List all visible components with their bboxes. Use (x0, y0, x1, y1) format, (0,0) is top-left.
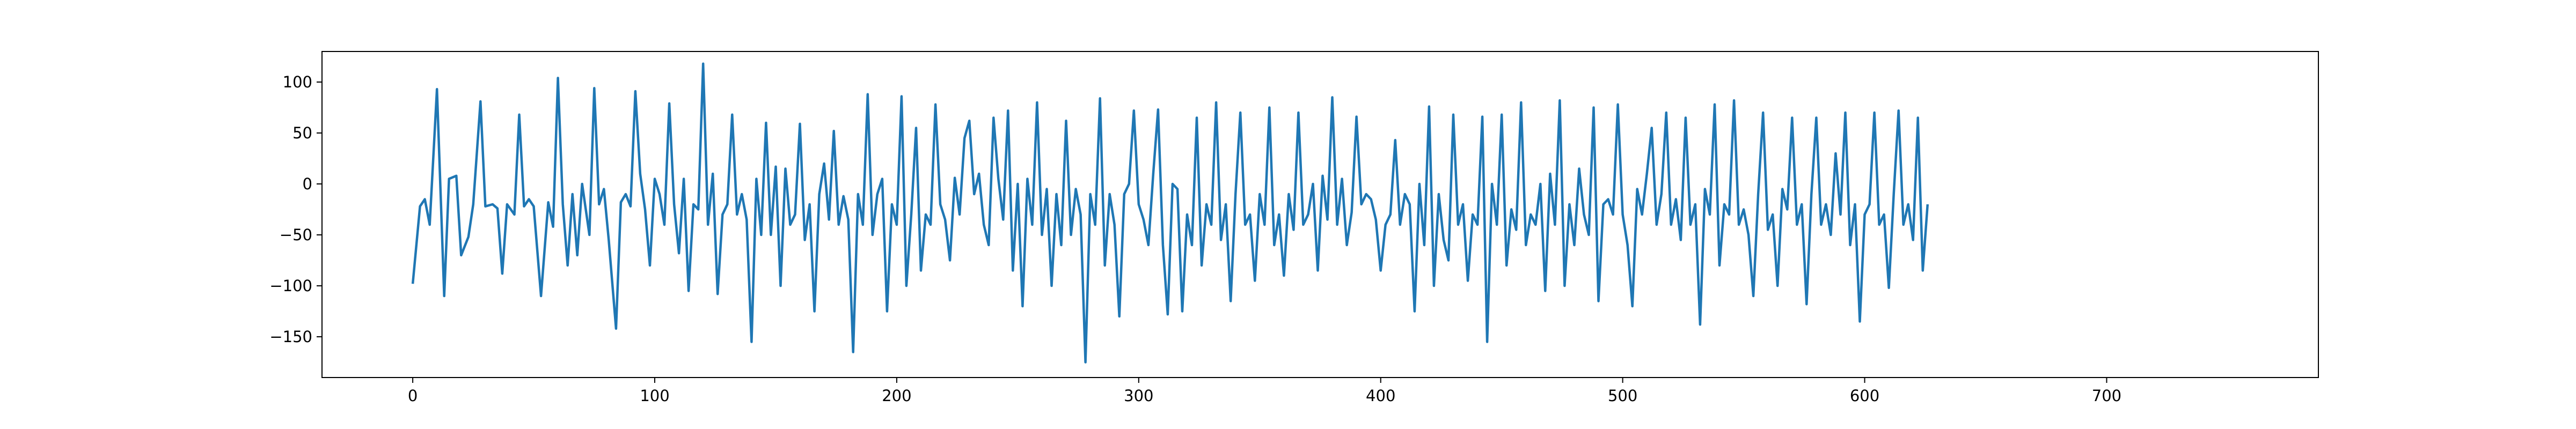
x-tick-label: 100 (640, 387, 669, 405)
x-tick-label: 0 (408, 387, 418, 405)
y-tick-label: 50 (292, 124, 312, 142)
x-tick-label: 700 (2092, 387, 2121, 405)
x-tick-label: 400 (1366, 387, 1395, 405)
y-tick-label: 100 (283, 73, 312, 91)
x-tick-label: 500 (1608, 387, 1637, 405)
y-tick-label: −50 (280, 226, 312, 244)
y-tick-label: −150 (269, 328, 312, 346)
plot-area (411, 62, 1929, 364)
y-tick-label: −100 (269, 277, 312, 295)
x-tick-label: 200 (882, 387, 911, 405)
series-line-0 (411, 62, 1929, 364)
x-tick-label: 300 (1124, 387, 1153, 405)
y-tick-label: 0 (303, 175, 312, 193)
x-tick-label: 600 (1850, 387, 1879, 405)
plot-frame (321, 51, 2319, 378)
